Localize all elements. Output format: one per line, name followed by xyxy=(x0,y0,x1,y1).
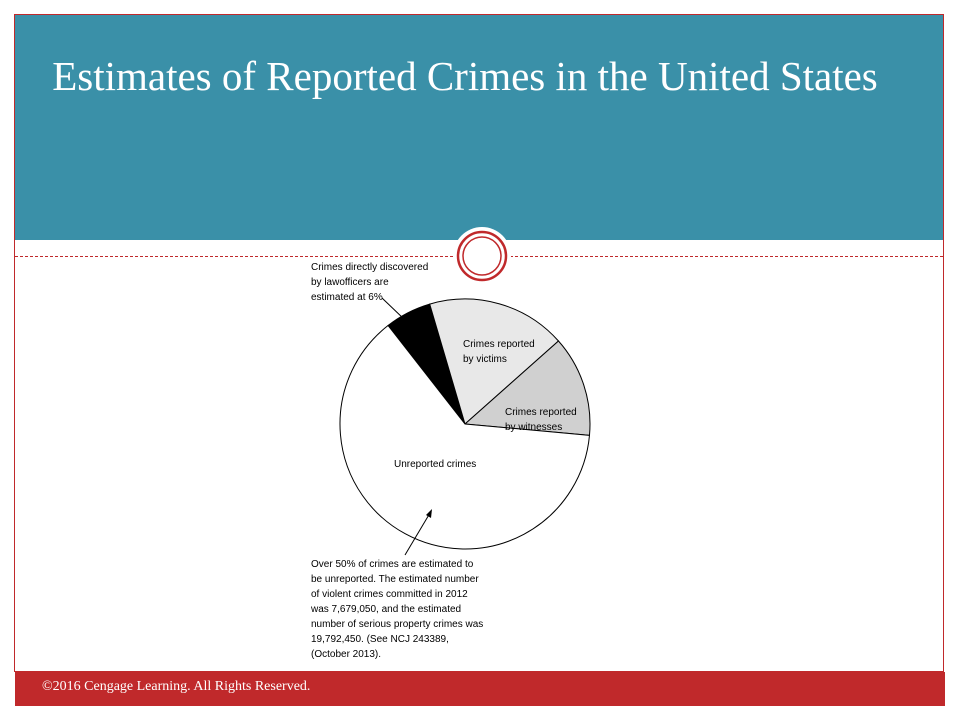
slice-unreported xyxy=(339,324,591,550)
slide-footer-bar xyxy=(15,672,945,706)
slice-witnesses xyxy=(463,340,591,436)
unreported-arrowhead xyxy=(426,509,432,518)
slide-title: Estimates of Reported Crimes in the Unit… xyxy=(52,53,878,99)
police-arrowhead xyxy=(400,316,408,323)
slide-header xyxy=(15,15,943,240)
note-text: Over 50% of crimes are estimated to be u… xyxy=(310,559,486,660)
pie-slices xyxy=(339,298,591,550)
slice-victims xyxy=(429,298,560,425)
witnesses-label: Crimes reported by witnesses xyxy=(505,407,579,433)
unreported-arrow xyxy=(404,512,431,556)
unreported-label: Unreported crimes xyxy=(394,459,476,470)
police-arrow xyxy=(381,297,406,321)
police-label: Crimes directly discovered by lawofficer… xyxy=(311,262,431,303)
victims-label: Crimes reported by victims xyxy=(463,339,537,365)
circle-ornament-icon xyxy=(453,227,511,285)
callout-arrows xyxy=(381,297,432,556)
copyright-text: ©2016 Cengage Learning. All Rights Reser… xyxy=(42,679,311,694)
